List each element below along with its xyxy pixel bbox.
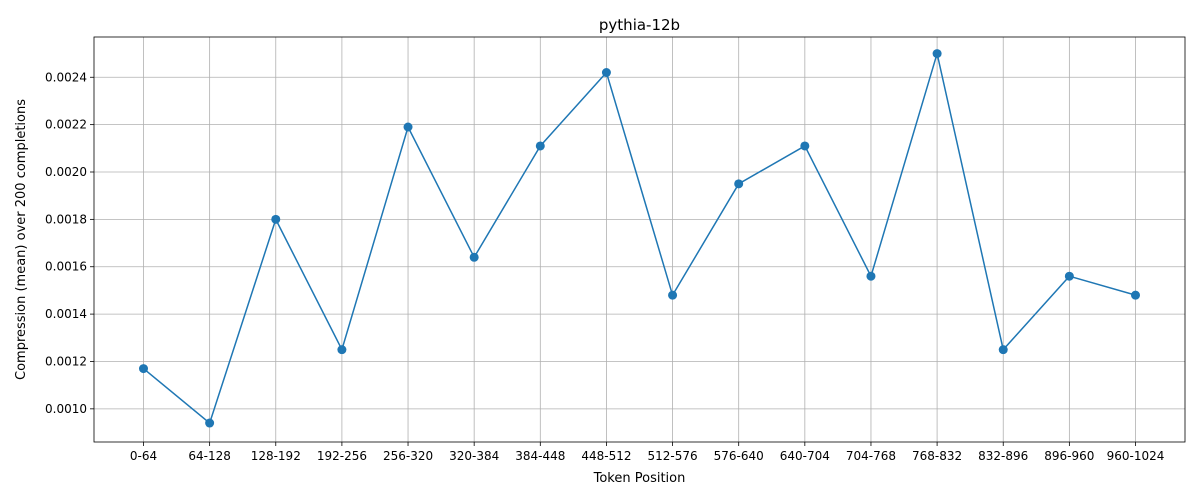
x-tick-label: 448-512 [581, 449, 631, 463]
x-tick-label: 128-192 [251, 449, 301, 463]
x-tick-label: 832-896 [978, 449, 1028, 463]
y-tick-label: 0.0018 [45, 212, 87, 226]
data-point [601, 68, 611, 78]
data-point [998, 345, 1008, 355]
x-tick-label: 512-576 [647, 449, 697, 463]
x-tick-label: 0-64 [130, 449, 157, 463]
x-tick-label: 256-320 [383, 449, 433, 463]
data-point [535, 141, 545, 151]
tick-labels: 0-64 64-128 128-192 192-256 256-320 320-384 38… [45, 70, 1164, 463]
x-tick-label: 960-1024 [1107, 449, 1165, 463]
data-point [734, 179, 744, 189]
data-point [469, 252, 479, 262]
data-point [139, 364, 148, 374]
x-tick-label: 640-704 [780, 449, 830, 463]
data-point [668, 290, 678, 300]
y-tick-label: 0.0020 [45, 165, 87, 179]
y-tick-label: 0.0010 [45, 402, 87, 416]
x-axis-title: Token Position [593, 471, 686, 486]
data-point [271, 214, 281, 224]
data-point [1131, 290, 1140, 300]
data-point [932, 49, 942, 59]
chart-title: pythia-12b [599, 16, 680, 34]
x-tick-label: 896-960 [1044, 449, 1094, 463]
data-point [800, 141, 810, 151]
y-tick-label: 0.0024 [45, 70, 87, 84]
y-tick-label: 0.0022 [45, 118, 87, 132]
axes-frame [93, 36, 1186, 443]
data-point [866, 271, 876, 281]
series-line [143, 50, 1136, 425]
y-tick-label: 0.0014 [45, 307, 87, 321]
x-tick-label: 192-256 [317, 449, 367, 463]
y-axis-title: Compression (mean) over 200 completions [14, 99, 29, 380]
y-tick-label: 0.0012 [45, 354, 87, 368]
plot-area [94, 37, 1185, 442]
y-tick-label: 0.0016 [45, 260, 87, 274]
x-tick-label: 320-384 [449, 449, 499, 463]
grid-lines [94, 37, 1185, 442]
x-tick-label: 576-640 [714, 449, 764, 463]
axes [90, 36, 1186, 446]
data-point [205, 418, 215, 428]
series-layer [139, 49, 1140, 428]
x-tick-label: 704-768 [846, 449, 896, 463]
data-point [403, 122, 413, 132]
data-point [1064, 271, 1074, 281]
data-point [337, 345, 347, 355]
x-tick-label: 384-448 [515, 449, 565, 463]
x-tick-label: 768-832 [912, 449, 962, 463]
x-tick-label: 64-128 [188, 449, 231, 463]
